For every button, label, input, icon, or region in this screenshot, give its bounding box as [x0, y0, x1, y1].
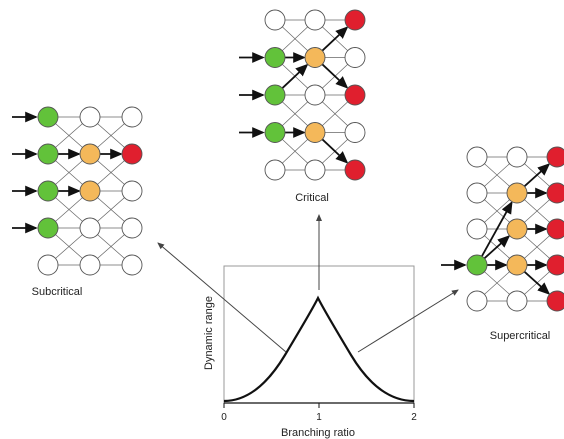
network-node — [466, 182, 488, 204]
network-node — [304, 122, 326, 143]
network-node — [546, 146, 564, 168]
network-node — [121, 143, 143, 165]
active-edge — [481, 201, 513, 257]
network-node — [264, 47, 286, 68]
network-node — [264, 9, 286, 31]
active-edge — [523, 163, 551, 187]
network-node — [121, 180, 143, 202]
network-node — [37, 143, 59, 165]
network-node — [344, 159, 366, 181]
x-tick-label-2: 2 — [411, 412, 417, 423]
network-node — [546, 182, 564, 204]
x-axis-label: Branching ratio — [281, 427, 355, 439]
active-edge — [321, 26, 349, 52]
network-node — [344, 47, 366, 68]
active-edge — [321, 138, 349, 164]
network-node — [79, 217, 101, 239]
x-tick-label-0: 0 — [221, 412, 227, 423]
network-node — [304, 47, 326, 68]
network-node — [304, 9, 326, 31]
network-node — [121, 254, 143, 276]
network-node — [121, 217, 143, 239]
dynamic-range-plot: 0 1 2 Branching ratio Dynamic range — [203, 265, 417, 439]
arrow-to-supercritical — [357, 289, 459, 353]
network-node — [506, 182, 528, 204]
network-node — [546, 254, 564, 276]
network-node — [79, 106, 101, 128]
network-node — [344, 84, 366, 106]
supercritical-label: Supercritical — [490, 330, 551, 342]
dynamic-range-curve — [223, 295, 415, 403]
x-tick-label-1: 1 — [316, 412, 322, 423]
active-edge — [321, 63, 349, 89]
network-node — [344, 9, 366, 31]
network-node — [506, 218, 528, 240]
network-node — [506, 290, 528, 312]
network-node — [344, 122, 366, 143]
y-axis-label: Dynamic range — [203, 296, 215, 370]
active-edge — [281, 63, 309, 89]
network-node — [37, 180, 59, 202]
network-node — [304, 84, 326, 106]
network-node — [37, 106, 59, 128]
critical-network — [239, 9, 366, 181]
network-node — [546, 290, 564, 312]
active-edge — [523, 271, 551, 295]
network-node — [121, 106, 143, 128]
network-node — [264, 122, 286, 143]
network-node — [546, 218, 564, 240]
network-node — [506, 146, 528, 168]
network-node — [466, 290, 488, 312]
network-node — [79, 254, 101, 276]
subcritical-label: Subcritical — [32, 286, 83, 298]
network-node — [466, 254, 488, 276]
arrow-to-subcritical — [157, 242, 287, 353]
network-node — [304, 159, 326, 181]
network-node — [506, 254, 528, 276]
network-node — [264, 84, 286, 106]
subcritical-network — [12, 106, 143, 276]
network-node — [37, 217, 59, 239]
network-node — [79, 180, 101, 202]
critical-label: Critical — [295, 192, 329, 204]
supercritical-network — [441, 146, 564, 312]
active-edge — [483, 235, 511, 259]
network-node — [79, 143, 101, 165]
network-node — [264, 159, 286, 181]
network-node — [466, 146, 488, 168]
network-node — [37, 254, 59, 276]
network-node — [466, 218, 488, 240]
